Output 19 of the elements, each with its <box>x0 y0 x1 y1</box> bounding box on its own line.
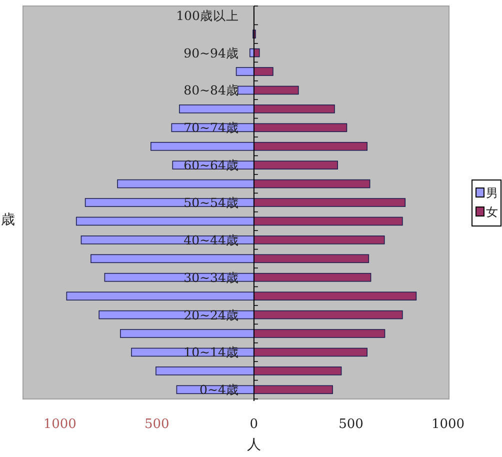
y-tick-label: 50~54歳 <box>184 195 239 210</box>
legend-label: 女 <box>486 205 498 219</box>
x-tick-label: 1000 <box>431 417 465 432</box>
x-tick-label: 500 <box>338 417 364 432</box>
y-tick-label: 40~44歳 <box>184 232 239 248</box>
x-tick-label: 500 <box>144 417 170 432</box>
y-tick-label: 90~94歳 <box>184 45 239 60</box>
x-tick-label: 1000 <box>43 417 76 432</box>
y-tick-label: 20~24歳 <box>184 307 239 322</box>
y-axis-title: 歳 <box>1 212 15 228</box>
y-tick-label: 100歳以上 <box>176 8 239 23</box>
y-tick-label: 70~74歳 <box>184 120 239 136</box>
legend-label: 男 <box>486 186 498 200</box>
x-axis-title: 人 <box>246 437 261 453</box>
y-tick-label: 0~4歳 <box>200 382 239 398</box>
x-tick-label: 0 <box>250 417 258 432</box>
y-tick-label: 30~34歳 <box>184 270 239 285</box>
y-tick-label: 60~64歳 <box>184 158 239 173</box>
y-tick-label: 10~14歳 <box>184 344 239 360</box>
